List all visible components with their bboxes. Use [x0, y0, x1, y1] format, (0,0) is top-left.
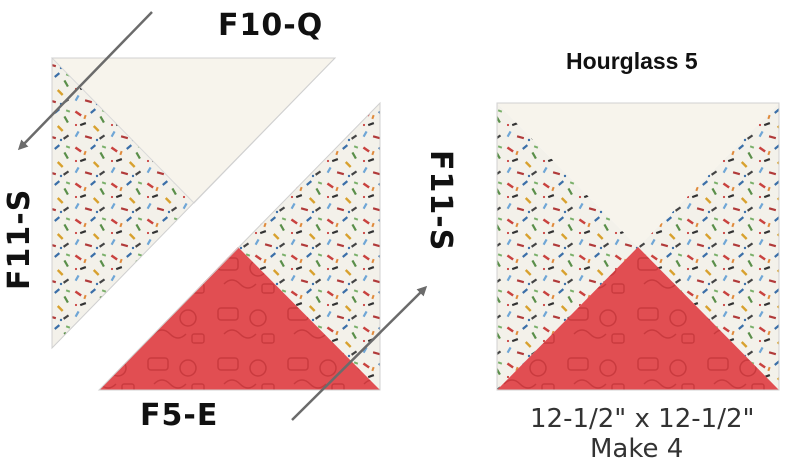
block-bottom-red [497, 247, 779, 390]
top-left-outline [51, 57, 337, 350]
fabric-label-top: F10-Q [218, 8, 324, 43]
block-top-cream [497, 103, 779, 247]
arrow-down-left-icon [17, 11, 153, 151]
block-quantity: Make 4 [590, 434, 684, 464]
bottom-right-unit [97, 101, 381, 391]
hourglass-block [496, 102, 780, 391]
fabric-label-bottom: F5-E [140, 398, 219, 433]
block-size: 12-1/2" x 12-1/2" [530, 404, 755, 434]
fabric-label-left: F11-S [2, 188, 37, 290]
f11-right-piece [238, 103, 380, 390]
block-left-print [497, 103, 638, 390]
f5-red-piece [99, 247, 380, 390]
bottom-right-outline [97, 101, 381, 391]
top-left-unit [50, 57, 337, 350]
fabric-label-right: F11-S [423, 150, 458, 252]
block-outline [496, 102, 780, 391]
arrow-up-right-icon [291, 285, 428, 421]
block-title: Hourglass 5 [566, 48, 698, 74]
block-right-print [638, 103, 779, 390]
f11-left-piece [52, 58, 194, 348]
